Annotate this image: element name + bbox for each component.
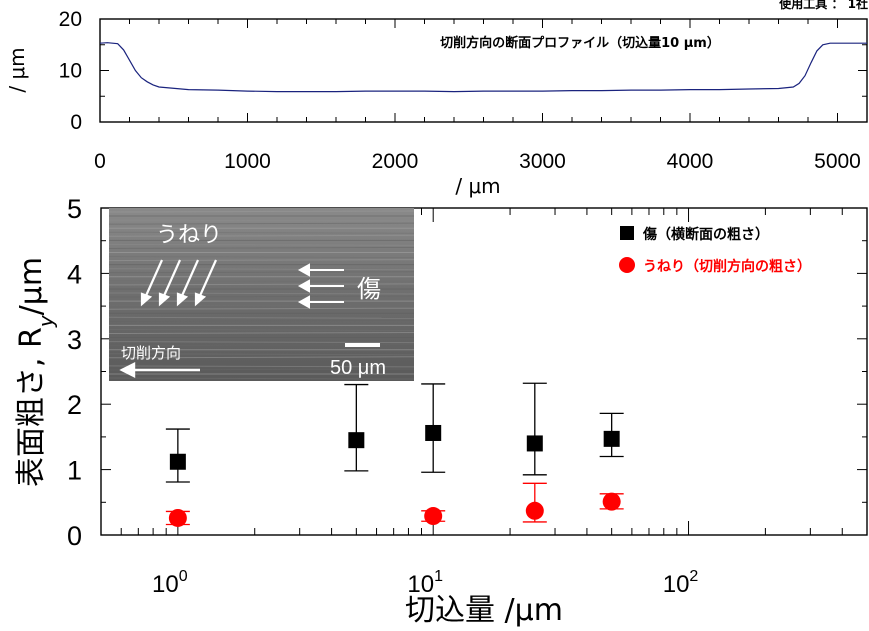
profile-y-tick-label: 20 [59,8,82,31]
photo-streak [108,271,415,274]
direction-arrow [119,362,200,378]
legend-label-uneri: うねり（切削方向の粗さ） [643,258,811,275]
profile-x-tick-label: 5000 [814,150,861,173]
roughness-y-tick-label: 2 [67,390,82,420]
roughness-y-title-main: 表面粗さ, R [14,327,49,487]
scale-bar-label: 50 μm [330,357,386,379]
data-point-uneri [602,492,621,511]
data-point-kizu [348,432,365,449]
legend-label-kizu: 傷（横断面の粗さ） [642,226,769,243]
data-point-uneri [168,508,187,527]
roughness-y-title-tail: /μm [14,257,49,315]
roughness-x-tick-label: 102 [663,568,699,598]
data-point-uneri [525,501,544,520]
legend: 傷（横断面の粗さ） うねり（切削方向の粗さ） [619,226,811,275]
tick-exponent: 2 [689,568,698,585]
tick-exponent: 1 [434,568,443,585]
roughness-y-title-sub: y [34,314,58,328]
data-point-kizu [603,430,620,447]
data-point-kizu [169,453,186,470]
photo-streak [108,283,415,286]
roughness-y-tick-label: 5 [67,194,82,224]
photo-streak [108,219,415,222]
photo-streak [108,243,415,246]
profile-x-tick-label: 2000 [372,150,419,173]
photo-streak [108,365,415,368]
profile-x-tick-label: 3000 [519,150,566,173]
profile-y-tick-label: 0 [70,111,82,134]
photo-streak [108,353,415,356]
profile-ticks [99,18,868,123]
legend-marker-uneri [619,257,635,273]
photo-streak [108,268,415,271]
tick-base: 10 [152,571,179,598]
tick-exponent: 0 [179,568,188,585]
photo-streak [108,332,415,334]
roughness-series [165,382,624,527]
profile-plot-frame [99,18,868,123]
photo-streak [108,259,415,262]
uneri-label: うねり [156,223,222,248]
profile-x-tick-label: 4000 [667,150,714,173]
photo-streak [108,307,415,310]
photo-streak [108,256,415,259]
roughness-y-tick-label: 3 [67,325,82,355]
photo-streak [108,234,415,237]
data-point-kizu [425,424,442,441]
roughness-ticks [100,207,868,536]
photo-streak [108,356,415,359]
tick-base: 10 [407,571,434,598]
photo-streak [108,246,415,249]
roughness-x-axis-title: 切込量 /μm [405,593,563,628]
roughness-x-tick-label: 100 [152,568,188,598]
profile-title: 切削方向の断面プロファイル（切込量10 μm） [440,35,720,51]
kizu-label: 傷 [357,275,381,303]
data-point-kizu [526,435,543,452]
profile-x-tick-label: 0 [94,150,106,173]
photo-streak [108,316,415,319]
roughness-x-tick-label: 101 [407,568,443,598]
photo-streak [108,280,415,283]
photo-streak [108,341,415,344]
legend-marker-kizu [620,226,634,240]
profile-y-tick-label: 10 [59,60,82,83]
kizu-arrows [297,263,344,309]
photo-streak [108,222,415,225]
uneri-arrows [140,259,218,307]
corner-label: 使用工具 ： 1社 [778,0,868,11]
photo-streak [108,328,415,331]
roughness-y-tick-label: 4 [67,259,82,289]
roughness-y-axis-title: 表面粗さ, Ry/μm [14,257,58,487]
roughness-y-tick-label: 1 [67,456,82,486]
tick-base: 10 [663,571,690,598]
profile-y-axis-title: / μm [5,47,29,92]
data-point-uneri [424,507,443,526]
profile-x-axis-title: / μm [455,174,500,198]
profile-tick-labels: 0 1000 2000 3000 4000 5000 0 10 20 [59,8,861,173]
photo-streak [108,319,415,322]
photo-streak [108,210,415,213]
profile-chart: 0 1000 2000 3000 4000 5000 0 10 20 / μm / μm 切削方… [5,0,868,198]
micrograph-inset: うねり 傷 切削方向 50 μm [108,208,415,381]
profile-series-line [99,42,867,93]
photo-streak [108,231,415,234]
direction-label: 切削方向 [121,344,181,362]
profile-x-tick-label: 1000 [224,150,271,173]
photo-streak [108,377,415,380]
roughness-y-tick-label: 0 [67,521,82,551]
